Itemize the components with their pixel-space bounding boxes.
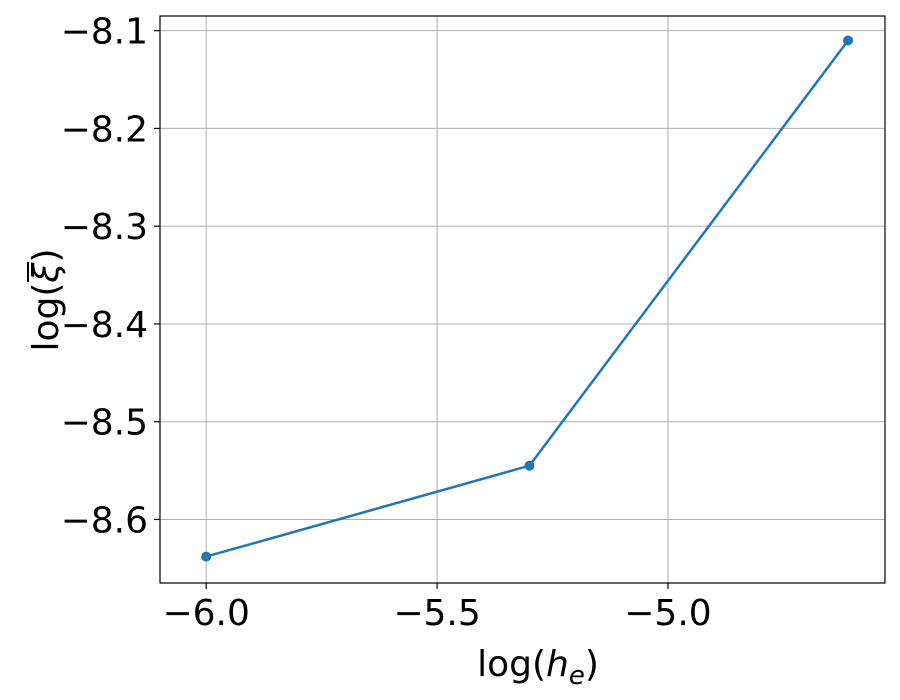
data-point [843,35,854,46]
x-tick-label: −6.0 [162,593,249,634]
series-line [205,39,850,558]
grid-layer [160,16,885,583]
y-tick-label: −8.1 [61,12,148,53]
y-tick-label: −8.2 [61,109,148,150]
svg-text:log(ξ): log(ξ) [26,248,67,351]
y-tick-label: −8.6 [61,500,148,541]
x-axis-label: log(he) [477,644,599,691]
y-axis-label: log(ξ) [26,248,67,351]
plot-frame [159,15,886,584]
data-point [524,460,535,471]
y-tick-label: −8.4 [61,305,148,346]
series-layer [201,35,854,562]
y-tick-label: −8.3 [61,207,148,248]
x-tick-label: −5.0 [624,593,711,634]
y-tick-label: −8.5 [61,403,148,444]
x-tick-label: −5.5 [393,593,480,634]
data-point [201,551,212,562]
tick-layer: −6.0 −5.5 −5.0 −8.6 −8.5 −8.4 −8.3 −8.2 −8.1 [61,12,712,634]
